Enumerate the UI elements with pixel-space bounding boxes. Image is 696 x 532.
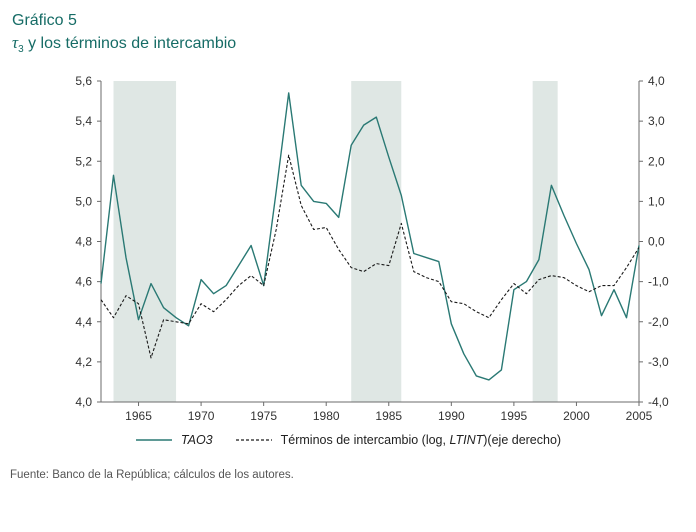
y-axis-right-label: 1,0 [648,195,665,209]
legend-label-tao3: TAO3 [180,433,213,448]
y-axis-right-label: -1,0 [648,275,669,289]
y-axis-right-label: 0,0 [648,235,665,249]
y-axis-right-label: -3,0 [648,355,669,369]
x-axis-label: 2000 [563,409,590,423]
x-axis-label: 1985 [375,409,402,423]
y-axis-left-label: 4,4 [75,315,92,329]
legend: TAO3 Términos de intercambio (log, LTINT… [0,433,696,447]
y-axis-left-label: 5,0 [75,195,92,209]
line-chart: 4,0 4,2 4,4 4,6 4,8 5,0 5,2 5,4 5,6 -4,0 -3,0 -2,0 -… [75,74,669,423]
y-axis-left-label: 4,2 [75,355,92,369]
y-axis-right-label: 3,0 [648,114,665,128]
figure-title: τ3 y los términos de intercambio [12,33,696,55]
y-axis-left-label: 4,8 [75,235,92,249]
x-axis-label: 1965 [125,409,152,423]
x-axis-label: 1970 [188,409,215,423]
legend-item-ltint: Términos de intercambio (log, LTINT)(eje… [235,433,561,447]
shaded-band [532,81,558,403]
figure-title-text: y los términos de intercambio [23,35,237,52]
x-axis-label: 2005 [626,409,653,423]
shaded-band [351,81,402,403]
y-axis-right-label: 4,0 [648,74,665,88]
y-axis-left-label: 4,0 [75,395,92,409]
y-axis-left-label: 5,6 [75,74,92,88]
figure-number: Gráfico 5 [12,12,77,29]
tau-symbol: τ [12,33,19,52]
x-axis-label: 1995 [501,409,528,423]
y-axis-right-label: -4,0 [648,395,669,409]
tau-subscript: 3 [18,44,24,56]
tao3-line [100,92,640,381]
figure: Gráfico 5 τ3 y los términos de intercamb… [0,12,696,532]
source-note: Fuente: Banco de la República; cálculos … [10,469,294,482]
legend-label-ltint: Términos de intercambio (log, LTINT)(eje… [280,433,562,448]
x-axis-label: 1975 [250,409,277,423]
tao3-line-sample-icon [135,439,172,441]
ltint-line-sample-icon [235,439,272,441]
y-axis-left-label: 5,4 [75,114,92,128]
y-axis-right-label: 2,0 [648,154,665,168]
x-axis-label: 1980 [313,409,340,423]
y-axis-left-label: 5,2 [75,154,92,168]
y-axis-left-label: 4,6 [75,275,92,289]
ltint-line [100,154,640,359]
legend-item-tao3: TAO3 [135,433,213,447]
y-axis-right-label: -2,0 [648,315,669,329]
x-axis-label: 1990 [438,409,465,423]
